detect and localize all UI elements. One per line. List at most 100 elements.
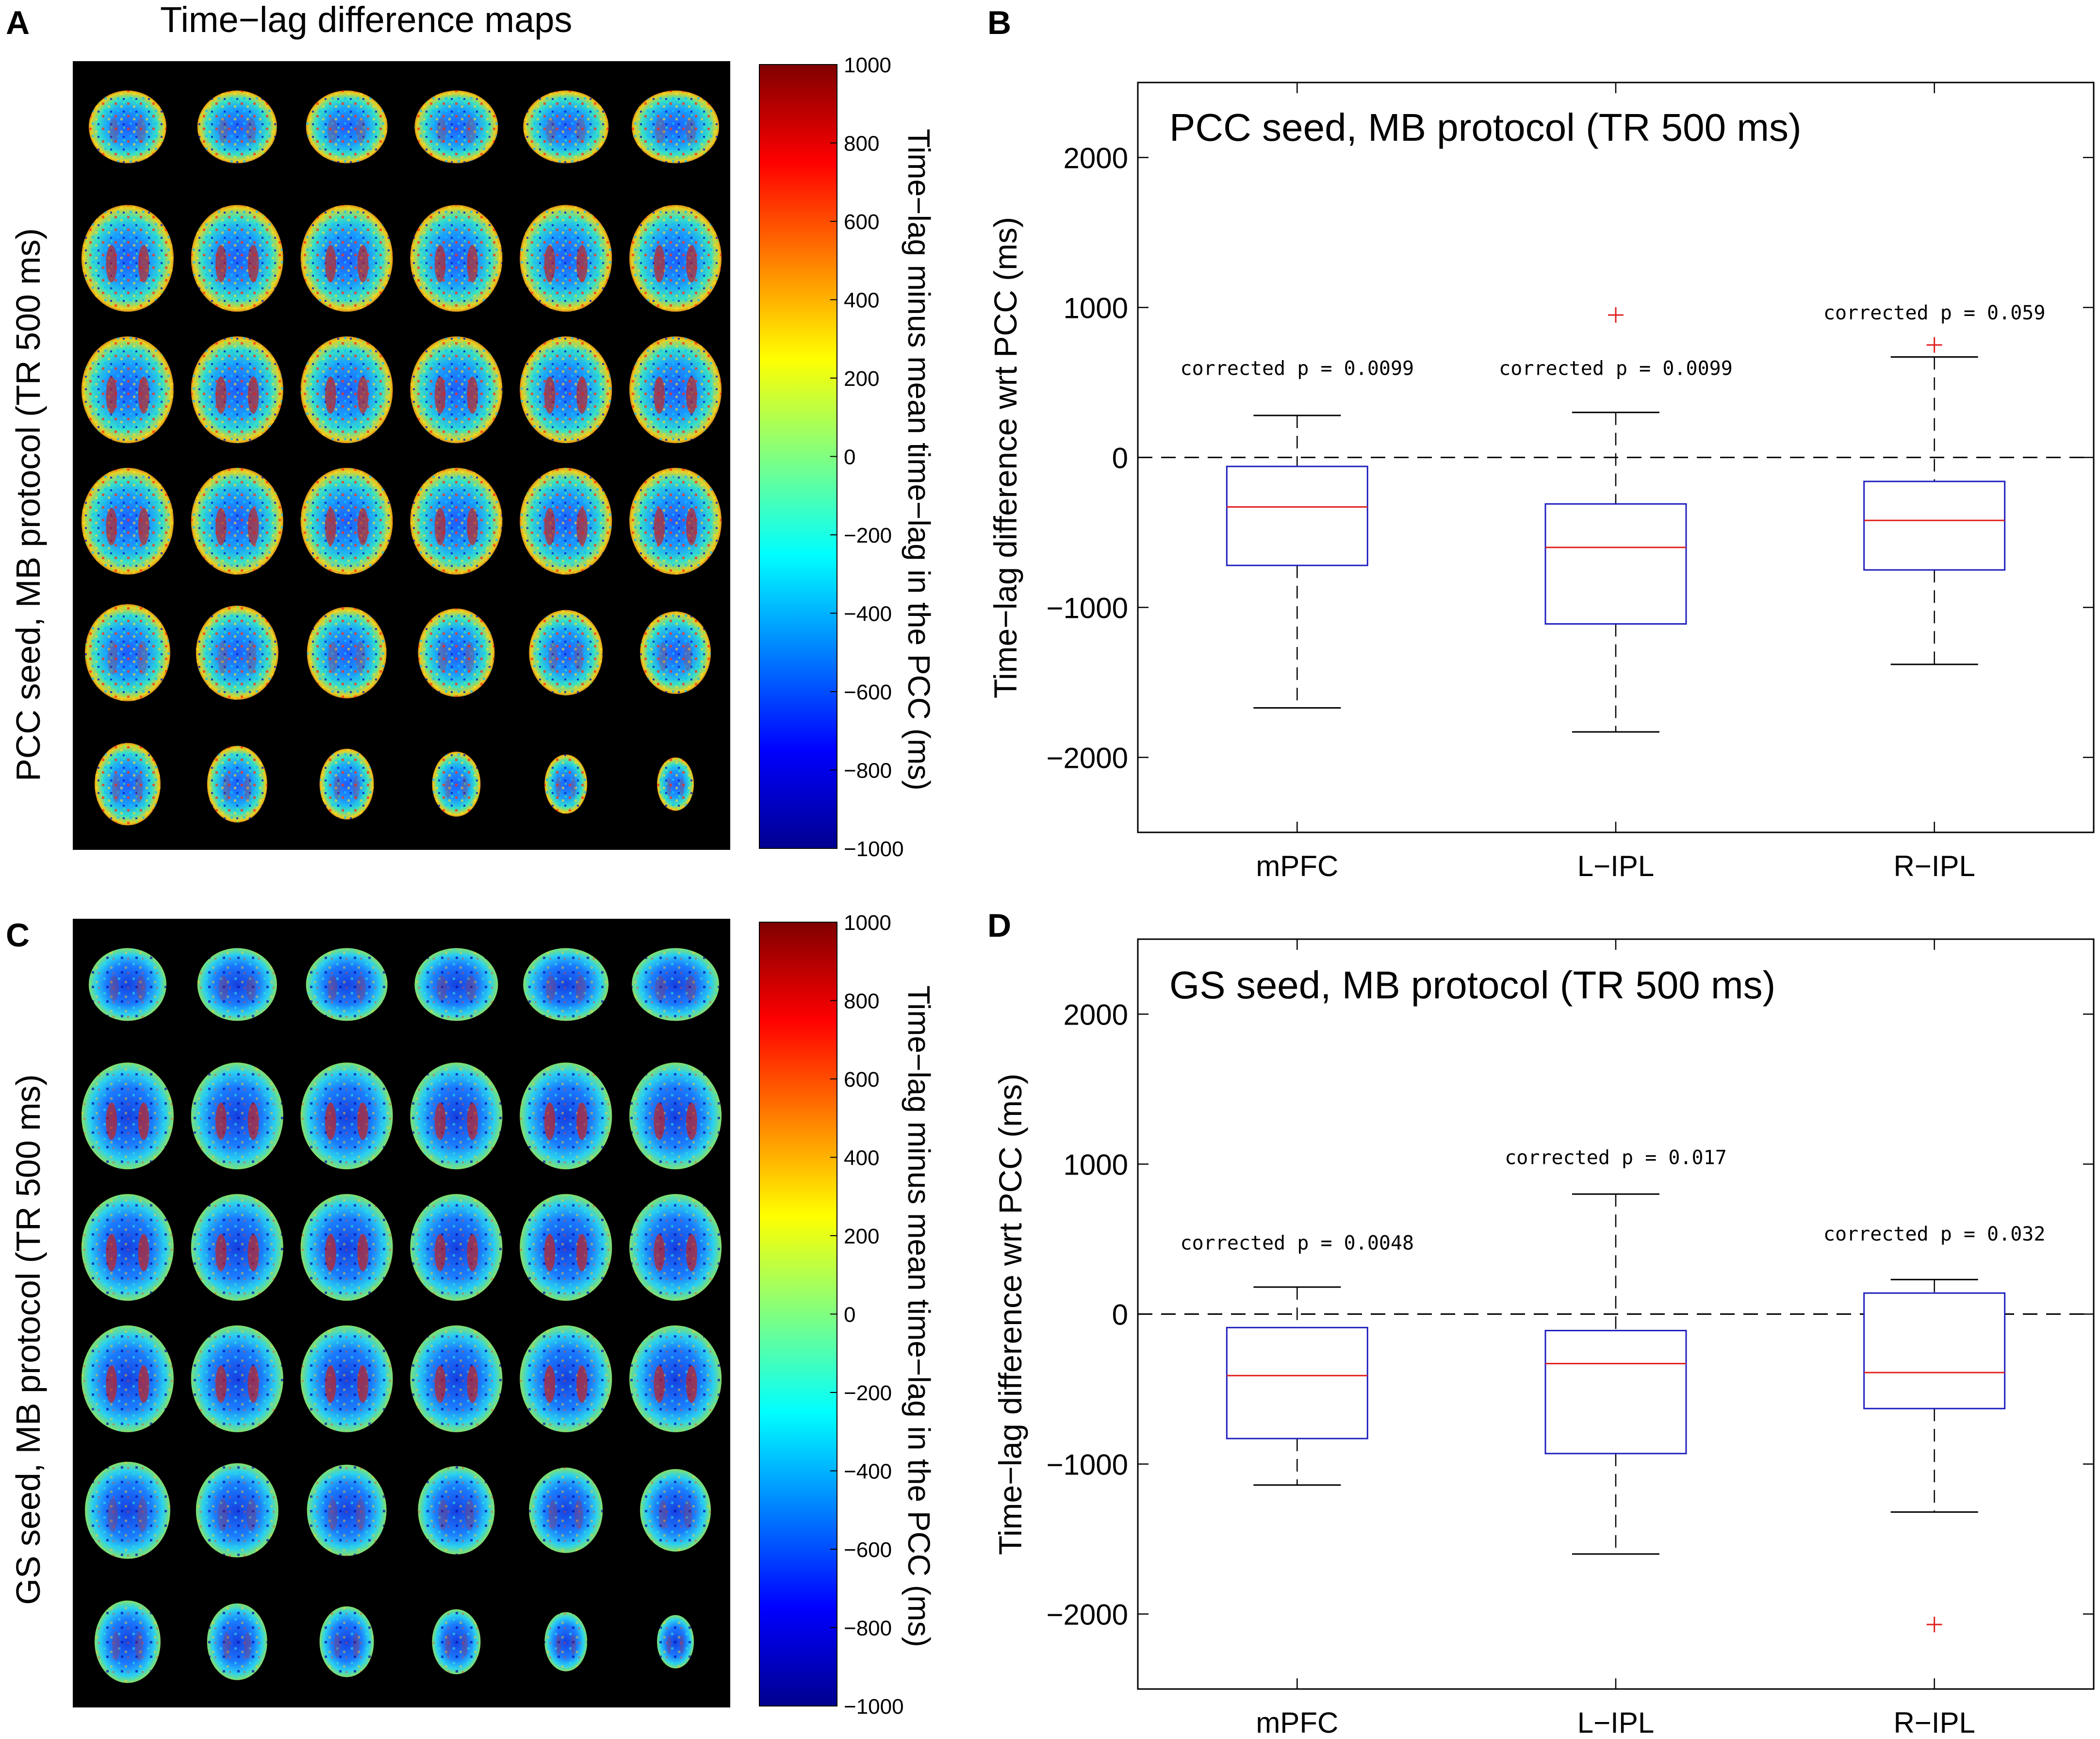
brain-slice-texture (94, 743, 161, 826)
brain-slice-feature (325, 508, 336, 546)
brain-slice-feature (325, 376, 336, 414)
brain-slice-texture (191, 467, 283, 575)
brain-slice-texture (544, 1612, 588, 1672)
box-0 (1226, 1286, 1368, 1486)
brain-slice (94, 1600, 161, 1683)
panel-b-ylabel: Time−lag difference wrt PCC (ms) (987, 217, 1023, 698)
brain-slice-texture (414, 948, 498, 1021)
brain-slice-texture (319, 748, 374, 820)
brain-slice-texture (632, 90, 720, 164)
p-value-annotation: corrected p = 0.032 (1823, 1223, 2046, 1245)
brain-slice-feature (683, 642, 692, 671)
brain-slice-texture (307, 607, 387, 698)
brain-slice-texture (657, 1615, 694, 1669)
brain-slice-feature (107, 640, 118, 675)
box-1 (1544, 1193, 1687, 1555)
panel-a-map-background (73, 61, 730, 850)
y-tick-label: 0 (1112, 1299, 1128, 1331)
brain-slice-texture (410, 1062, 503, 1170)
panel-d-title: GS seed, MB protocol (TR 500 ms) (1169, 963, 1775, 1007)
brain-slice-feature (654, 1234, 665, 1272)
colorbar-tick-label: −600 (844, 1538, 892, 1562)
brain-slice-feature (467, 245, 478, 282)
brain-slice-feature (217, 1498, 228, 1532)
brain-slice-feature (576, 245, 588, 282)
brain-slice-feature (466, 975, 476, 1001)
brain-slice-texture (300, 1062, 393, 1170)
brain-slice-texture (410, 1325, 503, 1432)
panel-a-colorbar-label: Time−lag minus mean time−lag in the PCC … (902, 129, 936, 790)
brain-slice-feature (686, 1234, 697, 1272)
brain-slice-feature (658, 1500, 668, 1529)
box-2 (1863, 337, 2006, 665)
brain-slice-feature (247, 376, 259, 414)
brain-slice-feature (654, 1365, 665, 1403)
brain-slice (319, 1606, 374, 1677)
brain-slice-feature (112, 1631, 120, 1660)
brain-slice-feature (686, 1365, 697, 1403)
colorbar-tick-label: 0 (844, 1303, 855, 1327)
brain-slice-feature (544, 245, 556, 282)
panel-c-brain-slice-grid (81, 948, 722, 1683)
brain-slice-feature (135, 1631, 143, 1660)
brain-slice-texture (544, 754, 588, 814)
brain-slice (544, 1612, 588, 1672)
brain-slice-texture (207, 1603, 267, 1680)
brain-slice-feature (138, 1234, 149, 1272)
brain-slice (81, 467, 174, 575)
brain-slice-feature (325, 245, 336, 282)
brain-slice-texture (632, 948, 720, 1021)
brain-slice (523, 90, 609, 164)
brain-slice (418, 1466, 495, 1555)
outlier-marker (1926, 337, 1942, 353)
brain-slice-feature (353, 775, 360, 800)
brain-slice-feature (357, 508, 369, 546)
brain-slice-texture (523, 90, 609, 164)
brain-slice-feature (218, 975, 228, 1001)
brain-slice-texture (629, 467, 722, 575)
panel-c-colorbar-label: Time−lag minus mean time−lag in the PCC … (902, 985, 936, 1647)
brain-slice (306, 90, 388, 164)
box-iqr (1544, 1329, 1687, 1455)
brain-slice-feature (356, 117, 366, 144)
brain-slice-feature (215, 1365, 227, 1403)
brain-slice-feature (576, 1234, 588, 1272)
y-tick-label: −2000 (1046, 742, 1128, 775)
brain-slice-feature (685, 117, 696, 144)
brain-slice-feature (325, 1365, 336, 1403)
brain-slice-feature (223, 1632, 230, 1659)
brain-slice-feature (246, 641, 257, 674)
brain-slice (529, 1467, 603, 1553)
brain-slice-feature (544, 376, 556, 414)
panel-d-marks: 2000 1000 0 −1000 −2000 mPFC L−IPL R−IPL correct… (1046, 939, 2094, 1739)
brain-slice-feature (679, 1635, 684, 1654)
colorbar-tick-label: −200 (844, 1381, 892, 1405)
brain-slice-texture (197, 90, 277, 164)
panel-d-ylabel: Time−lag difference wrt PCC (ms) (992, 1074, 1028, 1555)
brain-slice (88, 948, 166, 1021)
colorbar-tick-label: 800 (844, 132, 879, 156)
brain-slice-feature (247, 1365, 259, 1403)
brain-slice (544, 754, 588, 814)
box-1 (1544, 307, 1687, 733)
panel-d-letter: D (987, 907, 1011, 944)
brain-slice (629, 336, 722, 444)
brain-slice-texture (94, 1600, 161, 1683)
brain-slice-feature (654, 376, 665, 414)
brain-slice (657, 1615, 694, 1669)
brain-slice-feature (466, 117, 476, 144)
panel-a-letter: A (6, 4, 30, 41)
brain-slice-feature (686, 1102, 697, 1140)
brain-slice (319, 748, 374, 820)
brain-slice-feature (353, 1633, 360, 1658)
brain-slice-texture (81, 205, 174, 312)
brain-slice-feature (247, 1234, 259, 1272)
brain-slice-feature (436, 975, 447, 1001)
brain-slice-feature (574, 642, 583, 672)
brain-slice-feature (137, 640, 148, 675)
brain-slice-feature (467, 1234, 478, 1272)
brain-slice-feature (325, 1102, 336, 1140)
colorbar-tick-label: −600 (844, 680, 892, 704)
panel-b-marks: 2000 1000 0 −1000 −2000 mPFC L−IPL R−IPL correct… (1046, 83, 2094, 882)
brain-slice-texture (410, 205, 503, 312)
